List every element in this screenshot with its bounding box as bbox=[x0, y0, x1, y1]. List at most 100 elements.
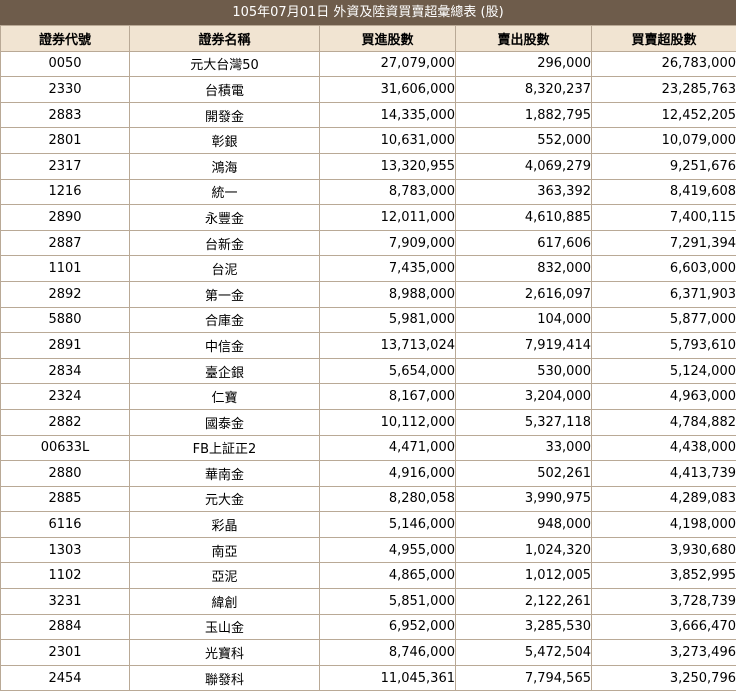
stock-code-cell: 2834 bbox=[0, 357, 130, 385]
buy-shares-cell: 4,471,000 bbox=[319, 434, 456, 462]
stock-name-cell[interactable]: 台新金 bbox=[129, 229, 320, 257]
net-shares-cell: 6,603,000 bbox=[591, 255, 736, 282]
stock-name-cell[interactable]: 彩晶 bbox=[129, 511, 320, 538]
table-row: 1303 南亞 4,955,000 1,024,320 3,930,680 bbox=[0, 536, 736, 564]
sell-shares-cell: 33,000 bbox=[455, 434, 592, 462]
stock-name-cell[interactable]: 仁寶 bbox=[129, 383, 320, 410]
net-shares-cell: 3,930,680 bbox=[591, 536, 736, 564]
net-shares-cell: 23,285,763 bbox=[591, 76, 736, 103]
stock-code-cell: 2880 bbox=[0, 460, 130, 487]
table-row: 0050 元大台灣50 27,079,000 296,000 26,783,000 bbox=[0, 50, 736, 78]
sell-shares-cell: 502,261 bbox=[455, 460, 592, 487]
sell-shares-cell: 7,794,565 bbox=[455, 664, 592, 692]
table-title: 105年07月01日 外資及陸資買賣超彙總表 (股) bbox=[0, 0, 736, 25]
stock-name-cell[interactable]: 國泰金 bbox=[129, 408, 320, 436]
buy-shares-cell: 5,146,000 bbox=[319, 511, 456, 538]
stock-code-cell: 6116 bbox=[0, 511, 130, 538]
stock-name-cell[interactable]: 中信金 bbox=[129, 332, 320, 359]
stock-name-cell[interactable]: 台積電 bbox=[129, 76, 320, 103]
stock-code-cell: 2892 bbox=[0, 280, 130, 308]
stock-name-cell[interactable]: 華南金 bbox=[129, 460, 320, 487]
stock-name-cell[interactable]: 元大金 bbox=[129, 485, 320, 513]
net-shares-cell: 3,728,739 bbox=[591, 588, 736, 615]
header-stock-code[interactable]: 證券代號 bbox=[0, 25, 130, 52]
net-shares-cell: 8,419,608 bbox=[591, 178, 736, 206]
stock-name-cell[interactable]: 彰銀 bbox=[129, 127, 320, 154]
stock-name-cell[interactable]: 第一金 bbox=[129, 280, 320, 308]
stock-name-cell[interactable]: 合庫金 bbox=[129, 306, 320, 334]
stock-name-cell[interactable]: 玉山金 bbox=[129, 613, 320, 641]
header-net-shares[interactable]: 買賣超股數 bbox=[591, 25, 736, 52]
net-shares-cell: 9,251,676 bbox=[591, 152, 736, 180]
stock-code-cell: 2884 bbox=[0, 613, 130, 641]
sell-shares-cell: 617,606 bbox=[455, 229, 592, 257]
stock-code-cell: 1303 bbox=[0, 536, 130, 564]
net-shares-cell: 12,452,205 bbox=[591, 101, 736, 129]
trading-summary-table: 證券代號 證券名稱 買進股數 賣出股數 買賣超股數 0050 元大台灣50 27,0… bbox=[0, 25, 736, 692]
stock-name-cell[interactable]: 亞泥 bbox=[129, 562, 320, 590]
buy-shares-cell: 10,631,000 bbox=[319, 127, 456, 154]
table-row: 2317 鴻海 13,320,955 4,069,279 9,251,676 bbox=[0, 152, 736, 180]
buy-shares-cell: 5,981,000 bbox=[319, 306, 456, 334]
sell-shares-cell: 2,122,261 bbox=[455, 588, 592, 615]
sell-shares-cell: 3,990,975 bbox=[455, 485, 592, 513]
sell-shares-cell: 948,000 bbox=[455, 511, 592, 538]
net-shares-cell: 3,666,470 bbox=[591, 613, 736, 641]
stock-name-cell[interactable]: 聯發科 bbox=[129, 664, 320, 692]
sell-shares-cell: 832,000 bbox=[455, 255, 592, 282]
buy-shares-cell: 31,606,000 bbox=[319, 76, 456, 103]
stock-code-cell: 00633L bbox=[0, 434, 130, 462]
sell-shares-cell: 552,000 bbox=[455, 127, 592, 154]
table-row: 2891 中信金 13,713,024 7,919,414 5,793,610 bbox=[0, 332, 736, 359]
buy-shares-cell: 8,783,000 bbox=[319, 178, 456, 206]
stock-code-cell: 1101 bbox=[0, 255, 130, 282]
net-shares-cell: 5,793,610 bbox=[591, 332, 736, 359]
net-shares-cell: 4,198,000 bbox=[591, 511, 736, 538]
table-row: 1102 亞泥 4,865,000 1,012,005 3,852,995 bbox=[0, 562, 736, 590]
stock-name-cell[interactable]: 緯創 bbox=[129, 588, 320, 615]
stock-code-cell: 1216 bbox=[0, 178, 130, 206]
table-row: 2887 台新金 7,909,000 617,606 7,291,394 bbox=[0, 229, 736, 257]
table-row: 2890 永豐金 12,011,000 4,610,885 7,400,115 bbox=[0, 204, 736, 231]
buy-shares-cell: 4,955,000 bbox=[319, 536, 456, 564]
stock-code-cell: 2801 bbox=[0, 127, 130, 154]
stock-name-cell[interactable]: FB上証正2 bbox=[129, 434, 320, 462]
stock-name-cell[interactable]: 開發金 bbox=[129, 101, 320, 129]
sell-shares-cell: 4,069,279 bbox=[455, 152, 592, 180]
stock-code-cell: 2454 bbox=[0, 664, 130, 692]
stock-name-cell[interactable]: 統一 bbox=[129, 178, 320, 206]
buy-shares-cell: 14,335,000 bbox=[319, 101, 456, 129]
sell-shares-cell: 5,327,118 bbox=[455, 408, 592, 436]
stock-code-cell: 2890 bbox=[0, 204, 130, 231]
stock-name-cell[interactable]: 南亞 bbox=[129, 536, 320, 564]
table-row: 2330 台積電 31,606,000 8,320,237 23,285,763 bbox=[0, 76, 736, 103]
stock-name-cell[interactable]: 台泥 bbox=[129, 255, 320, 282]
table-row: 2892 第一金 8,988,000 2,616,097 6,371,903 bbox=[0, 280, 736, 308]
header-buy-shares[interactable]: 買進股數 bbox=[319, 25, 456, 52]
buy-shares-cell: 8,167,000 bbox=[319, 383, 456, 410]
header-sell-shares[interactable]: 賣出股數 bbox=[455, 25, 592, 52]
stock-name-cell[interactable]: 臺企銀 bbox=[129, 357, 320, 385]
table-row: 2801 彰銀 10,631,000 552,000 10,079,000 bbox=[0, 127, 736, 154]
buy-shares-cell: 13,713,024 bbox=[319, 332, 456, 359]
buy-shares-cell: 4,916,000 bbox=[319, 460, 456, 487]
sell-shares-cell: 296,000 bbox=[455, 50, 592, 78]
stock-name-cell[interactable]: 永豐金 bbox=[129, 204, 320, 231]
sell-shares-cell: 1,012,005 bbox=[455, 562, 592, 590]
buy-shares-cell: 4,865,000 bbox=[319, 562, 456, 590]
table-row: 2885 元大金 8,280,058 3,990,975 4,289,083 bbox=[0, 485, 736, 513]
net-shares-cell: 3,273,496 bbox=[591, 639, 736, 666]
table-row: 5880 合庫金 5,981,000 104,000 5,877,000 bbox=[0, 306, 736, 334]
net-shares-cell: 26,783,000 bbox=[591, 50, 736, 78]
buy-shares-cell: 5,851,000 bbox=[319, 588, 456, 615]
stock-name-cell[interactable]: 鴻海 bbox=[129, 152, 320, 180]
buy-shares-cell: 7,435,000 bbox=[319, 255, 456, 282]
stock-name-cell[interactable]: 光寶科 bbox=[129, 639, 320, 666]
stock-code-cell: 1102 bbox=[0, 562, 130, 590]
net-shares-cell: 4,413,739 bbox=[591, 460, 736, 487]
header-stock-name[interactable]: 證券名稱 bbox=[129, 25, 320, 52]
buy-shares-cell: 13,320,955 bbox=[319, 152, 456, 180]
stock-name-cell[interactable]: 元大台灣50 bbox=[129, 50, 320, 78]
net-shares-cell: 4,963,000 bbox=[591, 383, 736, 410]
stock-code-cell: 2330 bbox=[0, 76, 130, 103]
